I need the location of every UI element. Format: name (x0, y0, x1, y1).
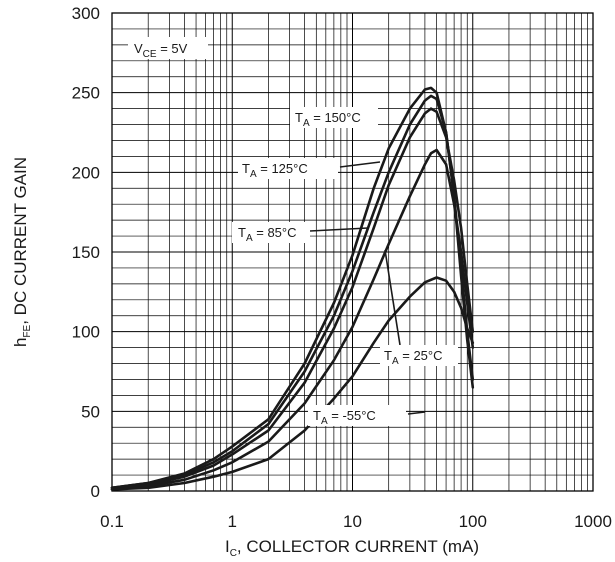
annotations: VCE = 5V TA = 150°C TA = 125°C TA = 85°C TA … (128, 37, 458, 427)
leader-line (339, 161, 381, 168)
series-label: TA = 150°C (295, 110, 361, 129)
condition-label: VCE = 5V (134, 41, 188, 60)
x-tick-label: 10 (343, 512, 362, 531)
condition-label-bg (128, 37, 208, 59)
x-tick-label: 100 (459, 512, 487, 531)
series-line (110, 94, 475, 490)
y-tick-label: 100 (72, 323, 100, 342)
x-tick-label: 1 (228, 512, 237, 531)
leader-line (384, 249, 401, 346)
x-axis-title: IC, COLLECTOR CURRENT (mA) (225, 537, 479, 559)
y-tick-label: 200 (72, 163, 100, 182)
y-tick-label: 250 (72, 84, 100, 103)
series-label: TA = 25°C (384, 348, 443, 367)
series-label-bg (232, 222, 310, 243)
x-tick-label: 1000 (574, 512, 612, 531)
series-label: TA = -55°C (313, 408, 376, 427)
y-tick-label: 0 (91, 482, 100, 501)
leader-line (407, 411, 426, 415)
tick-labels: 0.1 1 10 100 1000 0 50 100 150 200 250 300 (72, 4, 612, 531)
series-label-bg (290, 107, 378, 128)
series-label-bg (308, 405, 406, 426)
series-label: TA = 125°C (242, 161, 308, 180)
leader-line (309, 227, 369, 232)
series-label: TA = 85°C (238, 225, 297, 244)
series-group (110, 86, 475, 491)
series-line (110, 276, 475, 491)
y-axis-title: hFE, DC CURRENT GAIN (11, 157, 33, 347)
x-tick-label: 0.1 (100, 512, 124, 531)
y-tick-label: 300 (72, 4, 100, 23)
series-line (110, 107, 475, 490)
y-tick-label: 50 (81, 402, 100, 421)
plot-frame (111, 12, 594, 492)
series-line (110, 148, 475, 491)
y-tick-label: 150 (72, 243, 100, 262)
axis-titles: IC, COLLECTOR CURRENT (mA) hFE, DC CURREN… (11, 157, 479, 559)
series-label-bg (238, 158, 338, 179)
series-label-bg (380, 345, 458, 366)
